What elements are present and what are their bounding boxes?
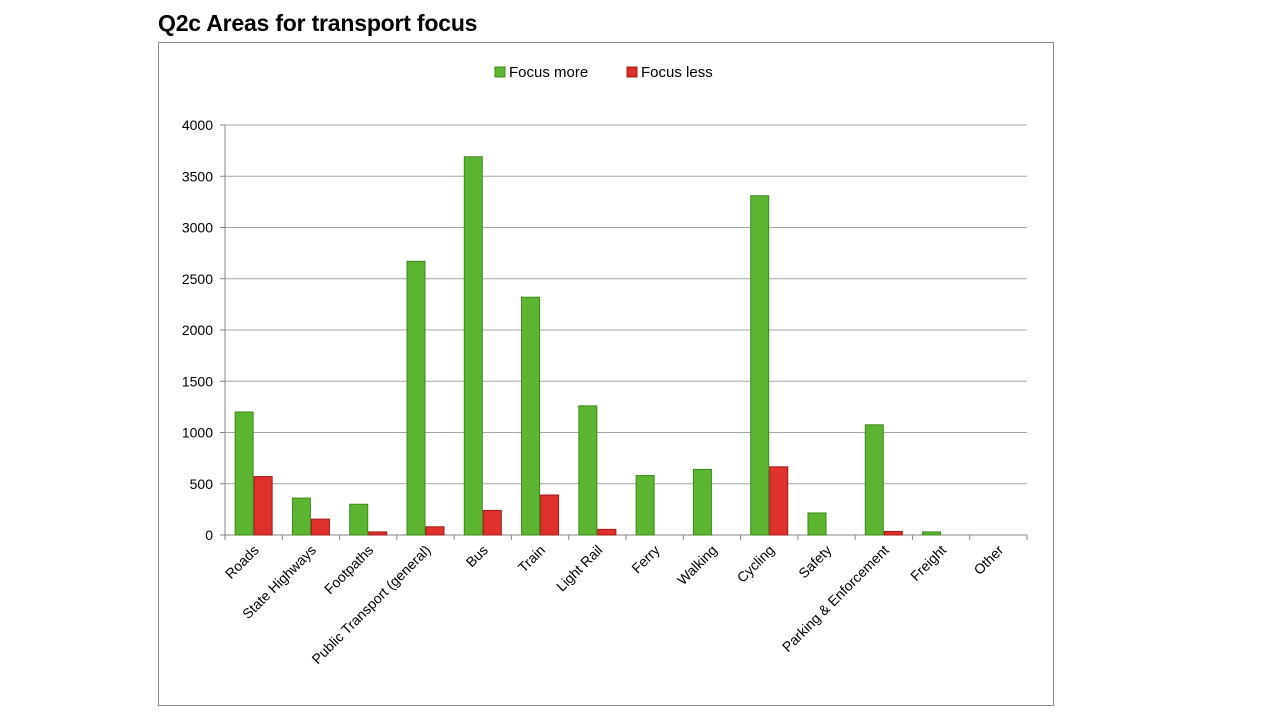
x-category-label: Footpaths: [321, 542, 376, 597]
y-tick-label: 1500: [182, 373, 213, 389]
y-tick-label: 500: [190, 476, 214, 492]
y-tick-label: 3000: [182, 220, 213, 236]
x-category-label: Light Rail: [553, 542, 606, 595]
bar-focus-more: [864, 424, 884, 536]
legend-focus-less-label: Focus less: [641, 64, 713, 81]
bar-focus-less: [482, 509, 502, 536]
x-category-label: Other: [970, 542, 1006, 578]
y-tick-label: 4000: [182, 117, 213, 133]
bar-focus-more: [521, 296, 541, 536]
y-tick-label: 2000: [182, 322, 213, 338]
legend-focus-more-swatch: [494, 66, 506, 78]
bar-focus-more: [463, 156, 483, 536]
bar-focus-more: [692, 468, 712, 536]
bar-focus-less: [368, 531, 388, 536]
bar-focus-less: [253, 476, 273, 536]
bar-focus-more: [922, 531, 942, 536]
bar-chart: 05001000150020002500300035004000RoadsSta…: [182, 64, 1028, 667]
x-category-label: Safety: [795, 542, 834, 581]
y-tick-label: 0: [205, 527, 213, 543]
bar-focus-less: [883, 530, 903, 536]
x-category-label: Bus: [463, 542, 491, 570]
y-tick-label: 1000: [182, 425, 213, 441]
x-category-label: Cycling: [734, 542, 778, 586]
y-tick-label: 2500: [182, 271, 213, 287]
bar-focus-more: [807, 512, 827, 536]
x-category-label: Parking & Enforcement: [779, 542, 892, 655]
bar-focus-less: [540, 494, 560, 536]
legend-focus-more-label: Focus more: [509, 64, 588, 81]
bar-focus-more: [406, 260, 426, 536]
bar-focus-more: [291, 497, 311, 536]
x-category-label: Freight: [907, 542, 949, 584]
x-category-label: Roads: [222, 542, 262, 582]
legend-focus-less-swatch: [626, 66, 638, 78]
y-tick-label: 3500: [182, 168, 213, 184]
bar-focus-less: [425, 526, 445, 536]
x-category-label: Public Transport (general): [308, 542, 433, 667]
bar-focus-more: [578, 405, 598, 536]
bar-focus-more: [349, 503, 369, 536]
x-category-label: Walking: [674, 542, 720, 588]
bar-focus-more: [635, 475, 655, 536]
bar-focus-less: [310, 518, 330, 536]
x-category-label: Train: [515, 542, 549, 576]
chart-frame: 0 500 1000 1500 2000 2500 3000 3500 4000 Roads Sta…: [158, 42, 1054, 706]
page-title: Q2c Areas for transport focus: [158, 10, 478, 36]
bar-focus-less: [769, 466, 789, 536]
bar-focus-less: [597, 528, 617, 536]
bar-focus-more: [750, 195, 770, 536]
x-category-label: Ferry: [628, 542, 662, 576]
bar-focus-more: [234, 411, 254, 536]
